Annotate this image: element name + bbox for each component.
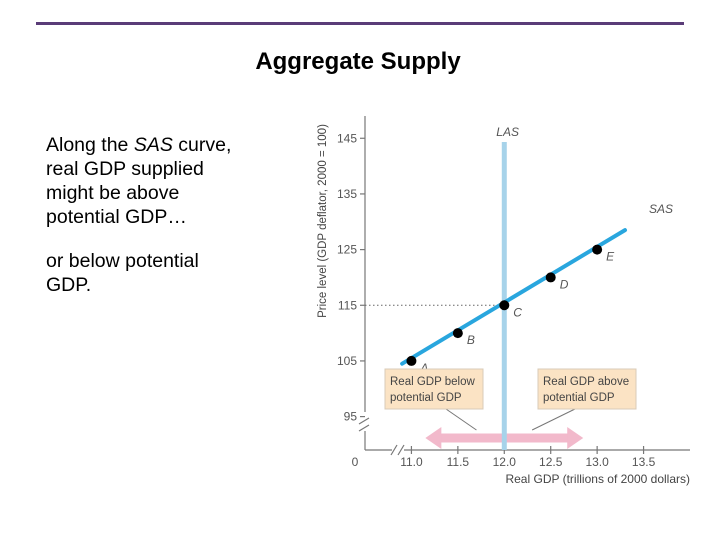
body-text: Along the SAS curve, real GDP supplied m… xyxy=(46,133,246,317)
x-tick-label: 11.0 xyxy=(400,455,423,469)
y-tick-label: 135 xyxy=(337,187,357,201)
text-paragraph-2: or below potential GDP. xyxy=(46,250,199,296)
x-axis-title: Real GDP (trillions of 2000 dollars) xyxy=(505,472,690,486)
point-c xyxy=(499,300,510,311)
x-tick-label: 12.0 xyxy=(493,455,517,469)
point-label-a: A xyxy=(419,361,428,375)
point-label-b: B xyxy=(467,333,475,347)
aggregate-supply-chart: 95 105 115 125 135 145 11.0 11.5 12.0 12.5 13.0 13.… xyxy=(317,116,690,486)
las-label: LAS xyxy=(496,125,519,139)
y-tick-label: 145 xyxy=(337,131,357,145)
sas-label: SAS xyxy=(649,202,673,216)
point-b xyxy=(452,328,463,339)
y-axis-break xyxy=(358,417,370,432)
range-arrow-left-head xyxy=(425,427,442,449)
point-e xyxy=(592,244,603,255)
point-label-c: C xyxy=(513,305,522,319)
annotation-pointer-1 xyxy=(445,408,477,431)
top-rule xyxy=(36,22,684,25)
text-1-post: curve, real GDP supplied might be above … xyxy=(46,134,232,228)
annotation-pointer-2 xyxy=(531,408,576,431)
y-tick-label: 95 xyxy=(344,410,358,424)
x-tick-label: 11.5 xyxy=(447,455,470,469)
origin-label: 0 xyxy=(352,455,359,469)
annotation-text-2: potential GDP xyxy=(543,392,615,404)
annotation-text-1: Real GDP below xyxy=(390,376,475,388)
text-1-pre: Along the xyxy=(46,134,134,156)
y-tick-label: 115 xyxy=(338,298,357,312)
point-label-e: E xyxy=(606,250,615,264)
x-axis-break xyxy=(390,444,405,456)
sas-line xyxy=(400,228,627,366)
slide-title: Aggregate Supply xyxy=(255,48,461,75)
x-tick-label: 13.5 xyxy=(632,455,656,469)
range-arrow-right-head xyxy=(567,427,584,449)
point-d xyxy=(545,272,556,283)
y-tick-label: 105 xyxy=(337,354,357,368)
text-1-italic: SAS xyxy=(133,134,173,156)
y-tick-label: 125 xyxy=(337,243,357,257)
y-axis-title: Price level (GDP deflator, 2000 = 100) xyxy=(317,124,329,318)
text-paragraph-1: Along the SAS curve, real GDP supplied m… xyxy=(46,133,246,229)
point-label-d: D xyxy=(560,277,569,291)
annotation-text-1: potential GDP xyxy=(390,392,462,404)
x-tick-label: 13.0 xyxy=(585,455,609,469)
annotation-text-2: Real GDP above xyxy=(543,376,629,388)
annotation-box-2 xyxy=(537,368,637,410)
point-a xyxy=(406,355,417,366)
x-tick-label: 12.5 xyxy=(539,455,563,469)
annotation-box-1 xyxy=(384,368,484,410)
